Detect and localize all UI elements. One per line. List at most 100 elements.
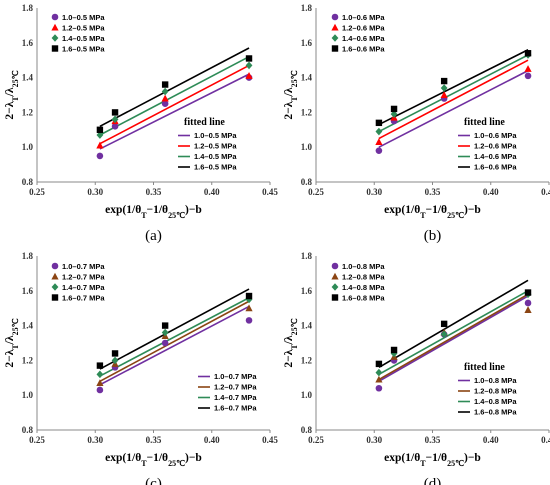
data-point-s2-4 [245, 304, 253, 312]
x-tick-label: 0.35 [425, 187, 441, 197]
data-point-s4-1 [375, 360, 383, 368]
data-point-s3-2 [390, 349, 398, 358]
legend-label-3: 1.4–0.7 MPa [62, 283, 105, 292]
y-tick-label: 1.0 [301, 142, 313, 152]
y-tick-label: 1.2 [301, 107, 313, 117]
fit-line-2 [99, 64, 250, 145]
data-point-s3-1 [375, 368, 383, 377]
data-point-s3-1 [375, 127, 383, 136]
y-tick-label: 1.0 [301, 390, 313, 400]
data-point-s3-3 [440, 330, 448, 339]
y-tick-label: 1.2 [22, 107, 34, 117]
x-tick-label: 0.40 [483, 187, 499, 197]
data-point-s4-3 [440, 77, 448, 85]
data-point-s3-2 [390, 110, 398, 118]
data-point-s4-3 [161, 81, 169, 88]
fit-line-2 [99, 300, 250, 382]
data-point-s1-3 [161, 339, 169, 347]
legend-label-1: 1.0–0.8 MPa [342, 262, 385, 271]
fit-line-1 [378, 69, 529, 148]
x-tick-label: 0.35 [146, 435, 162, 445]
data-point-s1-4 [524, 299, 532, 307]
legend-label-3: 1.4–0.6 MPa [342, 34, 385, 43]
data-point-s4-1 [375, 119, 383, 127]
x-tick-label: 0.30 [87, 435, 103, 445]
fitted-legend-label-2: 1.2–0.7 MPa [214, 383, 257, 392]
legend-marker-3 [51, 34, 59, 42]
panel-label: (c) [145, 476, 162, 485]
fitted-legend-label-4: 1.6–0.6 MPa [474, 163, 517, 172]
legend-marker-1 [51, 262, 59, 270]
legend-marker-4 [51, 294, 59, 301]
legend-marker-2 [331, 23, 339, 31]
chart-panel-b: 0.8 1.0 1.2 1.4 1.6 1.8 0.25 0.30 0.35 0.40 0.45 1.… [283, 3, 550, 244]
fit-line-3 [99, 297, 250, 377]
panel-label: (a) [145, 228, 162, 244]
legend-marker-4 [331, 294, 339, 301]
legend-label-2: 1.2–0.5 MPa [62, 24, 105, 33]
y-tick-label: 0.8 [301, 425, 313, 435]
data-point-s2-4 [524, 65, 532, 72]
fitted-legend-title: fitted line [464, 117, 505, 128]
fit-line-4 [99, 47, 250, 128]
data-point-s3-4 [245, 61, 253, 70]
x-tick-label: 0.45 [541, 435, 550, 445]
fitted-legend-label-3: 1.4–0.7 MPa [214, 393, 257, 402]
legend-marker-4 [51, 45, 59, 52]
legend-marker-4 [331, 45, 339, 52]
y-tick-label: 1.8 [301, 3, 313, 13]
data-point-s4-3 [161, 322, 169, 329]
y-tick-label: 1.2 [22, 355, 34, 365]
x-tick-label: 0.30 [366, 435, 382, 445]
data-point-s4-2 [390, 105, 398, 113]
fit-line-2 [378, 59, 529, 140]
x-tick-label: 0.25 [29, 435, 45, 445]
data-point-s2-3 [440, 91, 448, 98]
y-axis-label: 2−λT/λ25℃ [4, 318, 20, 367]
y-tick-label: 1.6 [22, 286, 34, 296]
data-point-s1-1 [375, 384, 383, 392]
y-tick-label: 1.4 [22, 73, 34, 83]
fit-line-1 [99, 73, 250, 150]
fitted-legend-label-3: 1.4–0.8 MPa [474, 397, 517, 406]
data-point-s1-1 [375, 147, 383, 154]
x-axis-label: exp(1/θT−1/θ25℃)−b [384, 452, 481, 468]
data-point-s4-4 [245, 292, 253, 300]
fitted-legend-label-4: 1.6–0.8 MPa [474, 408, 517, 417]
fitted-legend-label-1: 1.0–0.6 MPa [474, 131, 517, 140]
fit-line-4 [378, 279, 529, 369]
x-tick-label: 0.25 [308, 435, 324, 445]
legend-label-4: 1.6–0.5 MPa [62, 45, 105, 54]
y-tick-label: 1.6 [301, 286, 313, 296]
legend-label-1: 1.0–0.5 MPa [62, 13, 105, 22]
x-tick-label: 0.40 [483, 435, 499, 445]
y-tick-label: 1.4 [301, 73, 313, 83]
fit-line-1 [99, 305, 250, 386]
legend-label-2: 1.2–0.8 MPa [342, 273, 385, 282]
data-point-s2-1 [375, 375, 383, 383]
y-tick-label: 0.8 [301, 177, 313, 187]
x-tick-label: 0.45 [262, 187, 278, 197]
data-point-s4-1 [96, 126, 104, 133]
legend-marker-1 [51, 13, 59, 21]
legend-label-4: 1.6–0.6 MPa [342, 45, 385, 54]
data-point-s4-2 [111, 109, 119, 116]
x-axis-label: exp(1/θT−1/θ25℃)−b [384, 204, 481, 220]
y-axis-label: 2−λT/λ25℃ [283, 318, 299, 367]
x-tick-label: 0.45 [262, 435, 278, 445]
data-point-s2-4 [524, 306, 532, 313]
fit-line-2 [378, 293, 529, 381]
y-tick-label: 1.8 [301, 251, 313, 261]
legend-label-1: 1.0–0.7 MPa [62, 262, 105, 271]
fitted-legend-label-2: 1.2–0.5 MPa [194, 142, 237, 151]
x-tick-label: 0.35 [146, 187, 162, 197]
fit-line-3 [99, 56, 250, 136]
legend-label-2: 1.2–0.7 MPa [62, 273, 105, 282]
data-point-s2-1 [375, 138, 383, 145]
x-tick-label: 0.30 [366, 187, 382, 197]
x-tick-label: 0.45 [541, 187, 550, 197]
fit-line-4 [378, 49, 529, 126]
legend-marker-1 [331, 13, 339, 21]
legend-marker-3 [331, 34, 339, 42]
fit-line-4 [99, 288, 250, 370]
